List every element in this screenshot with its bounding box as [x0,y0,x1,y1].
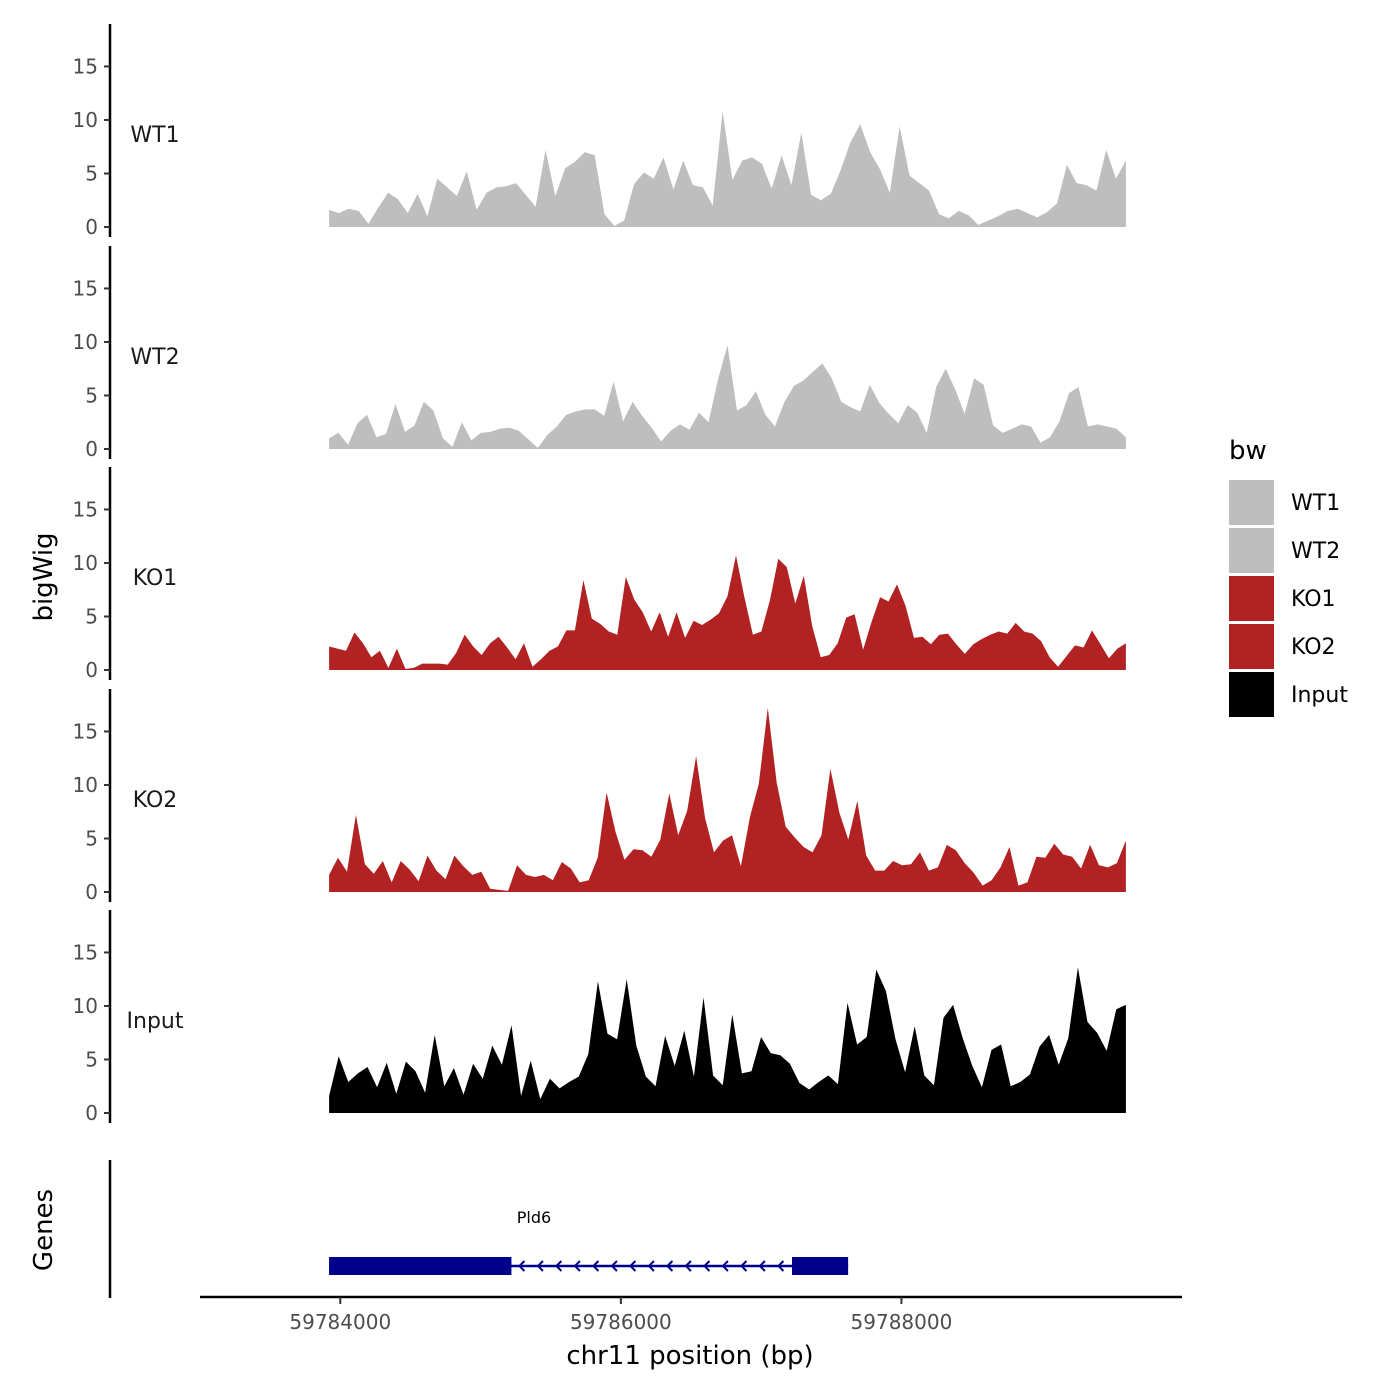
strand-arrow [629,1260,637,1272]
area-KO2 [329,707,1126,892]
y-tick-label-WT2-0: 0 [85,437,98,461]
y-axis-title: bigWig [29,532,59,621]
y-tick-label-KO2-0: 0 [85,880,98,904]
strand-arrow [721,1260,729,1272]
x-tick-label-59784000: 59784000 [289,1310,391,1334]
legend-key-WT1 [1229,480,1274,525]
strand-arrow [740,1260,748,1272]
gene-exon-Pld6-0 [329,1257,512,1275]
legend-key-Input [1229,672,1274,717]
legend-key-KO2 [1229,624,1274,669]
legend-key-KO1 [1229,576,1274,621]
strand-arrow [536,1260,544,1272]
y-tick-label-Input-5: 5 [85,1047,98,1071]
strand-arrow [703,1260,711,1272]
track-KO1: 0 5 10 15 KO1 [73,467,1126,682]
track-WT1: 0 5 10 15 WT1 [73,24,1126,239]
y-tick-label-Input-0: 0 [85,1101,98,1125]
genes-track: Pld6 [108,1160,849,1298]
track-label-WT1: WT1 [130,123,179,148]
y-tick-label-WT1-10: 10 [73,108,98,132]
y-tick-label-KO2-15: 15 [73,719,98,743]
legend-label-WT1: WT1 [1291,491,1340,516]
x-axis-title: chr11 position (bp) [566,1341,813,1371]
track-label-Input: Input [127,1009,184,1034]
y-tick-label-WT1-15: 15 [73,54,98,78]
legend-title: bw [1229,436,1267,466]
strand-arrow [573,1260,581,1272]
track-Input: 0 5 10 15 Input [73,910,1126,1125]
legend-label-Input: Input [1291,683,1348,708]
y-tick-label-WT2-15: 15 [73,276,98,300]
strand-arrow [610,1260,618,1272]
y-tick-label-WT1-5: 5 [85,161,98,185]
area-WT1 [329,111,1126,227]
x-axis: 59784000 59786000 59788000 [200,1295,1182,1334]
y-tick-label-KO1-5: 5 [85,604,98,628]
y-tick-label-WT2-10: 10 [73,330,98,354]
y-tick-label-WT2-5: 5 [85,383,98,407]
gene-exon-Pld6-1 [792,1257,849,1275]
strand-arrow [518,1260,526,1272]
track-label-KO2: KO2 [133,788,178,813]
track-KO2: 0 5 10 15 KO2 [73,689,1126,904]
track-label-WT2: WT2 [130,345,179,370]
track-label-KO1: KO1 [133,566,178,591]
y-tick-label-WT1-0: 0 [85,215,98,239]
strand-arrow [555,1260,563,1272]
y-tick-label-Input-15: 15 [73,940,98,964]
strand-arrow [647,1260,655,1272]
y-tick-label-Input-10: 10 [73,994,98,1018]
legend-label-KO1: KO1 [1291,587,1336,612]
strand-arrow [592,1260,600,1272]
y-tick-label-KO1-15: 15 [73,497,98,521]
y-tick-label-KO2-5: 5 [85,826,98,850]
x-tick-label-59786000: 59786000 [570,1310,672,1334]
legend-label-KO2: KO2 [1291,635,1336,660]
legend-label-WT2: WT2 [1291,539,1340,564]
strand-arrow [777,1260,785,1272]
strand-arrow [758,1260,766,1272]
legend-key-WT2 [1229,528,1274,573]
strand-arrow [666,1260,674,1272]
y-tick-label-KO1-0: 0 [85,658,98,682]
area-Input [329,967,1126,1113]
legend: bw WT1 WT2 KO1 KO2 Input [1229,436,1348,717]
y-tick-label-KO2-10: 10 [73,773,98,797]
area-WT2 [329,345,1126,449]
gene-label-Pld6: Pld6 [517,1208,551,1227]
x-tick-label-59788000: 59788000 [851,1310,953,1334]
genes-axis-title: Genes [29,1189,59,1271]
area-KO1 [329,555,1126,670]
tracks-layer: 0 5 10 15 WT1 0 5 10 15 WT2 0 5 10 15 KO1 0 5 10 15 KO2 0 5 10… [73,24,1126,1125]
strand-arrow [684,1260,692,1272]
track-WT2: 0 5 10 15 WT2 [73,246,1126,461]
y-tick-label-KO1-10: 10 [73,551,98,575]
